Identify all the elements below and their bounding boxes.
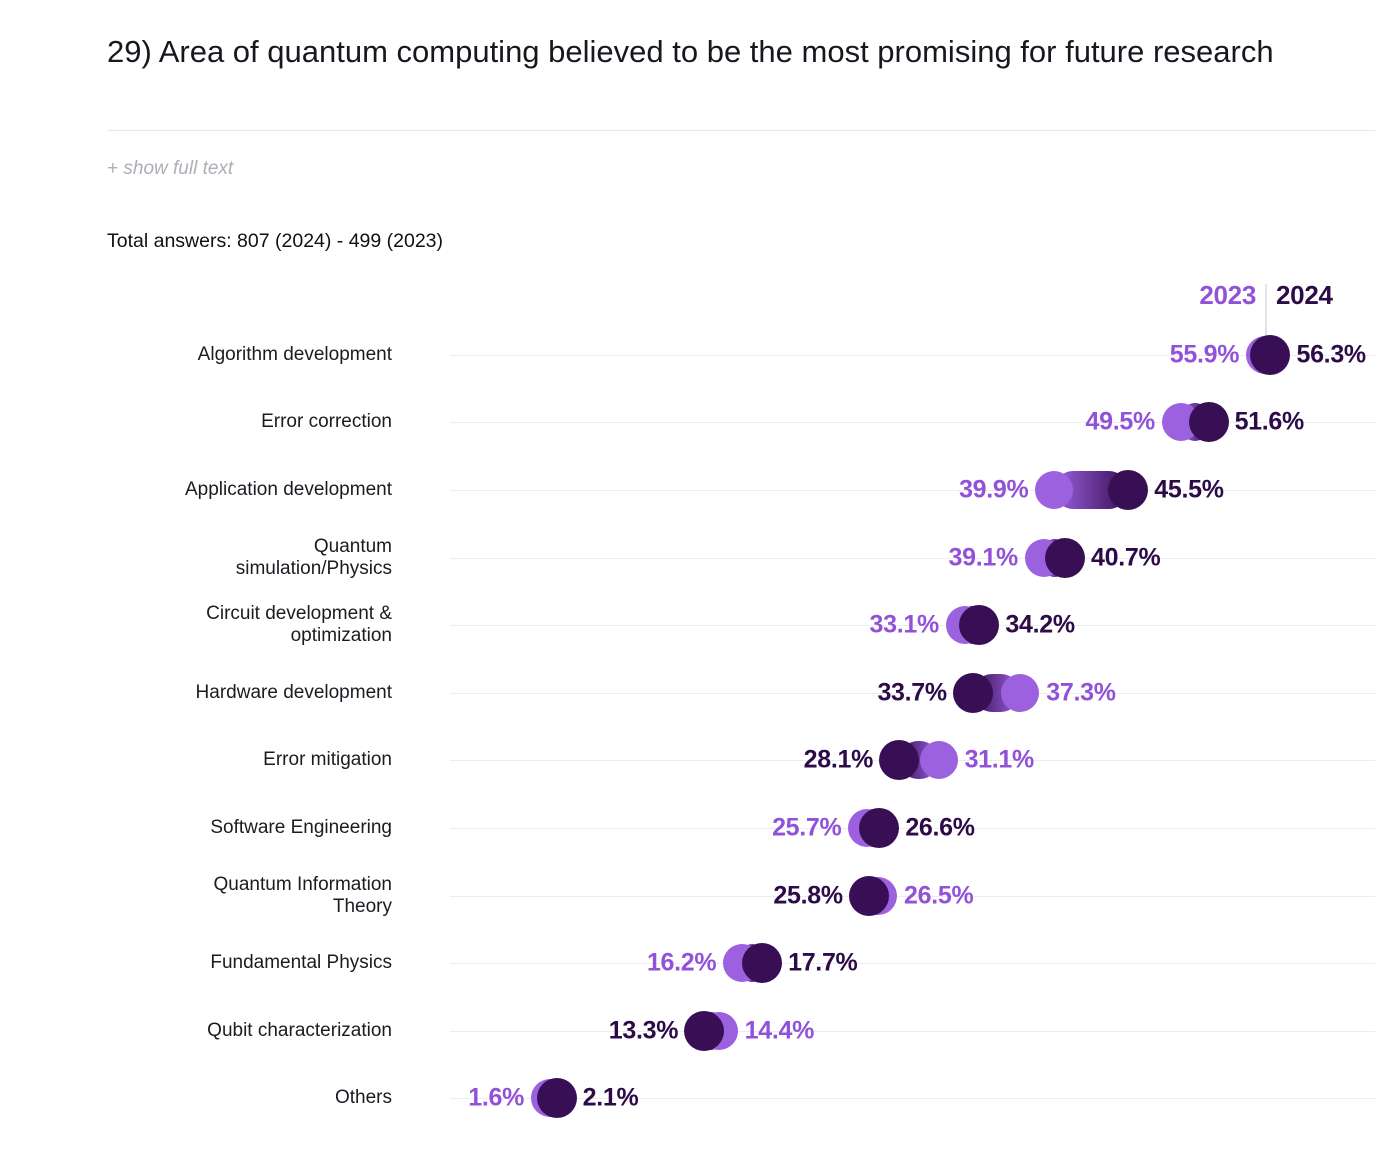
row-plot-area: 25.8% 26.5% bbox=[450, 862, 1375, 930]
dot-2023[interactable] bbox=[919, 741, 958, 780]
row-plot-area: 25.7% 26.6% bbox=[450, 794, 1375, 862]
row-plot-area: 39.1% 40.7% bbox=[450, 524, 1375, 592]
chart-row: Software Engineering 25.7% 26.6% bbox=[0, 794, 1398, 862]
chart-row: Qubit characterization 13.3% 14.4% bbox=[0, 997, 1398, 1065]
value-label-2023: 1.6% bbox=[468, 1083, 525, 1112]
value-label-2023: 49.5% bbox=[1085, 407, 1156, 436]
chart-row: Application development 39.9% 45.5% bbox=[0, 456, 1398, 524]
row-plot-area: 49.5% 51.6% bbox=[450, 389, 1375, 457]
category-label: Qubit characterization bbox=[207, 1019, 392, 1041]
value-label-2023: 39.9% bbox=[959, 475, 1029, 504]
row-plot-area: 55.9% 56.3% bbox=[450, 321, 1375, 389]
row-plot-area: 16.2% 17.7% bbox=[450, 929, 1375, 997]
total-answers-label: Total answers: 807 (2024) - 499 (2023) bbox=[107, 230, 444, 252]
value-label-2024: 34.2% bbox=[1005, 610, 1075, 639]
category-label: Software Engineering bbox=[210, 816, 392, 838]
dot-2024[interactable] bbox=[879, 740, 920, 781]
dot-2024[interactable] bbox=[959, 605, 1000, 646]
value-label-2024: 51.6% bbox=[1234, 407, 1305, 436]
gridline bbox=[450, 1030, 1375, 1032]
value-label-2024: 33.7% bbox=[877, 678, 947, 707]
category-label: Fundamental Physics bbox=[210, 952, 392, 974]
chart-row: Algorithm development 55.9% 56.3% bbox=[0, 321, 1398, 389]
dot-2024[interactable] bbox=[536, 1078, 577, 1119]
gridline bbox=[450, 963, 1375, 965]
value-label-2023: 55.9% bbox=[1169, 340, 1240, 369]
dot-2024[interactable] bbox=[1188, 402, 1229, 443]
gridline bbox=[450, 354, 1375, 356]
value-label-2023: 16.2% bbox=[646, 948, 717, 977]
value-label-2023: 25.7% bbox=[772, 813, 842, 842]
dot-2024[interactable] bbox=[1108, 469, 1149, 510]
category-label: Others bbox=[334, 1087, 392, 1109]
show-full-text-link[interactable]: + show full text bbox=[107, 158, 234, 179]
category-label: Quantum Information Theory bbox=[213, 873, 392, 917]
gridline bbox=[450, 827, 1375, 829]
chart-row: Error mitigation 28.1% 31.1% bbox=[0, 727, 1398, 795]
value-label-2023: 33.1% bbox=[869, 610, 940, 639]
chart-row: Fundamental Physics 16.2% 17.7% bbox=[0, 929, 1398, 997]
dot-2024[interactable] bbox=[859, 807, 900, 848]
category-label: Error correction bbox=[261, 411, 392, 433]
dot-2024[interactable] bbox=[1045, 537, 1086, 578]
gridline bbox=[450, 625, 1375, 627]
category-label: Error mitigation bbox=[263, 749, 392, 771]
value-label-2023: 26.5% bbox=[904, 881, 974, 910]
value-label-2024: 13.3% bbox=[608, 1016, 679, 1045]
dot-2023[interactable] bbox=[1035, 470, 1074, 509]
dot-2024[interactable] bbox=[848, 875, 889, 916]
chart-row: Hardware development 33.7% 37.3% bbox=[0, 659, 1398, 727]
value-label-2024: 25.8% bbox=[773, 881, 843, 910]
dot-2024[interactable] bbox=[742, 943, 783, 984]
row-plot-area: 39.9% 45.5% bbox=[450, 456, 1375, 524]
value-label-2024: 26.6% bbox=[905, 813, 975, 842]
category-label: Hardware development bbox=[195, 681, 392, 703]
row-plot-area: 1.6% 2.1% bbox=[450, 1065, 1375, 1133]
value-label-2023: 37.3% bbox=[1046, 678, 1116, 707]
row-plot-area: 13.3% 14.4% bbox=[450, 997, 1375, 1065]
value-label-2024: 45.5% bbox=[1154, 475, 1224, 504]
chart-rows: Algorithm development 55.9% 56.3% Error cor… bbox=[0, 321, 1398, 1132]
value-label-2023: 14.4% bbox=[744, 1016, 815, 1045]
chart-legend: 2023 2024 bbox=[0, 280, 1398, 310]
legend-divider-line bbox=[1265, 284, 1267, 344]
page-title: 29) Area of quantum computing believed t… bbox=[107, 34, 1274, 69]
chart-row: Error correction 49.5% 51.6% bbox=[0, 389, 1398, 457]
header-divider bbox=[107, 130, 1375, 131]
legend-item-2023: 2023 bbox=[1199, 280, 1256, 310]
value-label-2024: 56.3% bbox=[1296, 340, 1366, 369]
dot-2024[interactable] bbox=[952, 672, 993, 713]
category-label: Application development bbox=[184, 478, 392, 500]
dot-2024[interactable] bbox=[1250, 334, 1291, 375]
gridline bbox=[450, 1098, 1375, 1100]
chart-row: Quantum Information Theory 25.8% 26.5% bbox=[0, 862, 1398, 930]
value-label-2023: 39.1% bbox=[948, 543, 1019, 572]
category-label: Circuit development & optimization bbox=[206, 603, 392, 647]
dot-2024[interactable] bbox=[684, 1010, 725, 1051]
chart-row: Circuit development & optimization 33.1% 3… bbox=[0, 591, 1398, 659]
chart-row: Others 1.6% 2.1% bbox=[0, 1065, 1398, 1133]
row-plot-area: 28.1% 31.1% bbox=[450, 727, 1375, 795]
gridline bbox=[450, 692, 1375, 694]
value-label-2024: 2.1% bbox=[582, 1083, 639, 1112]
row-plot-area: 33.7% 37.3% bbox=[450, 659, 1375, 727]
value-label-2024: 28.1% bbox=[803, 745, 874, 774]
gridline bbox=[450, 489, 1375, 491]
dot-2023[interactable] bbox=[1001, 673, 1040, 712]
category-label: Algorithm development bbox=[197, 343, 392, 365]
gridline bbox=[450, 895, 1375, 897]
value-label-2023: 31.1% bbox=[964, 745, 1035, 774]
value-label-2024: 17.7% bbox=[788, 948, 858, 977]
category-label: Quantum simulation/Physics bbox=[235, 535, 392, 579]
gridline bbox=[450, 557, 1375, 559]
row-plot-area: 33.1% 34.2% bbox=[450, 591, 1375, 659]
legend-item-2024: 2024 bbox=[1276, 280, 1333, 310]
chart-row: Quantum simulation/Physics 39.1% 40.7% bbox=[0, 524, 1398, 592]
gridline bbox=[450, 422, 1375, 424]
value-label-2024: 40.7% bbox=[1091, 543, 1161, 572]
